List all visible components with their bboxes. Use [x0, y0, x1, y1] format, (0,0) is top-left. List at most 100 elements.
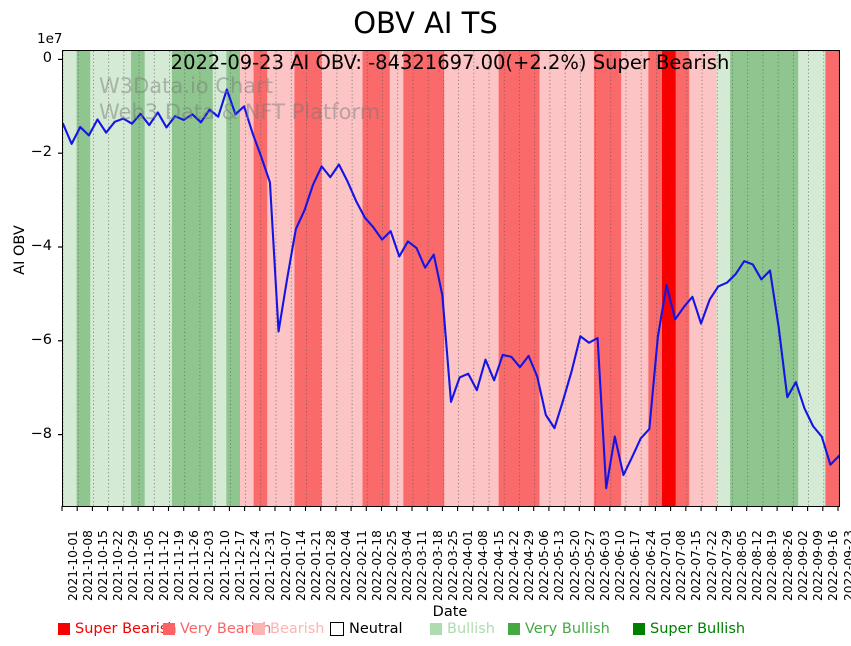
legend-swatch-icon	[430, 623, 442, 635]
sentiment-band	[63, 51, 78, 506]
x-axis-tick-label: 2022-08-05	[734, 530, 749, 601]
x-axis-tick-label: 2022-02-04	[339, 530, 354, 601]
legend-item[interactable]: Neutral	[330, 618, 403, 640]
y-axis-tick-label: −6	[30, 331, 52, 348]
x-axis-tick-label: 2022-07-15	[689, 530, 704, 601]
sentiment-band	[267, 51, 296, 506]
legend-label: Super Bullish	[650, 621, 746, 637]
sentiment-band	[539, 51, 595, 506]
legend-swatch-icon	[253, 623, 265, 635]
x-axis-tick-label: 2022-05-13	[552, 530, 567, 601]
legend-item[interactable]: Bearish	[253, 618, 325, 640]
legend-swatch-icon	[58, 623, 70, 635]
x-axis-tick-label: 2022-07-01	[658, 530, 673, 601]
x-axis-tick-label: 2022-04-08	[476, 530, 491, 601]
x-axis-tick-label: 2022-05-27	[582, 530, 597, 601]
sentiment-band	[675, 51, 690, 506]
legend-swatch-icon	[633, 623, 645, 635]
x-axis-tick-label: 2022-04-29	[521, 530, 536, 601]
page-title: OBV AI TS	[353, 6, 498, 40]
x-axis-tick-label: 2022-07-22	[704, 530, 719, 601]
legend: Super Bearish Very Bearish Bearish Neutral B…	[0, 618, 851, 642]
x-axis-tick-label: 2022-04-22	[506, 530, 521, 601]
sentiment-band	[76, 51, 91, 506]
sentiment-band	[730, 51, 799, 506]
sentiment-band	[593, 51, 622, 506]
sentiment-band	[798, 51, 826, 506]
x-axis-tick-label: 2022-06-24	[643, 530, 658, 601]
current-value-annotation: 2022-09-23 AI OBV: -84321697.00(+2.2%) S…	[170, 51, 730, 74]
x-axis-tick-label: 2022-03-04	[400, 530, 415, 601]
sentiment-band	[825, 51, 839, 506]
sentiment-band	[689, 51, 718, 506]
x-axis-tick-label: 2021-12-31	[263, 530, 278, 601]
legend-item[interactable]: Super Bearish	[58, 618, 177, 640]
x-axis-tick-label: 2021-11-26	[187, 530, 202, 601]
y-axis-tick-label: −4	[30, 238, 52, 254]
legend-swatch-icon	[163, 623, 175, 635]
legend-label: Bullish	[447, 621, 495, 637]
x-axis-tick-label: 2022-05-20	[567, 530, 582, 601]
sentiment-band	[226, 51, 241, 506]
y-axis-offset-label: 1e7	[37, 31, 63, 47]
x-axis-tick-label: 2022-02-25	[385, 530, 400, 601]
x-axis-tick-label: 2022-06-10	[613, 530, 628, 601]
sentiment-band	[131, 51, 146, 506]
x-axis-tick-label: 2021-10-29	[126, 530, 141, 601]
x-axis-tick-label: 2022-09-09	[811, 530, 826, 601]
grid-lines	[63, 51, 839, 506]
sentiment-band	[321, 51, 364, 506]
sentiment-band	[171, 51, 214, 506]
legend-item[interactable]: Super Bullish	[633, 618, 745, 640]
x-axis-tick-label: 2022-08-19	[765, 530, 780, 601]
x-axis-tick-label: 2022-01-14	[293, 530, 308, 601]
sentiment-band	[212, 51, 227, 506]
x-axis-tick-label: 2022-02-11	[354, 530, 369, 601]
x-axis-tick-label: 2021-12-10	[217, 530, 232, 601]
x-axis-tick-label: 2021-10-01	[65, 530, 80, 601]
x-axis-tick-label: 2022-01-21	[308, 530, 323, 601]
sentiment-band	[716, 51, 731, 506]
obv-line-series	[63, 88, 839, 490]
x-axis-tick-label: 2022-07-08	[674, 530, 689, 601]
legend-item[interactable]: Very Bearish	[163, 618, 271, 640]
legend-swatch-icon	[330, 622, 344, 636]
x-axis-tick-label: 2021-12-24	[248, 530, 263, 601]
x-axis-tick-label: 2022-03-25	[445, 530, 460, 601]
x-axis-tick-label: 2021-10-22	[111, 530, 126, 601]
sentiment-band	[662, 51, 677, 506]
y-axis-tick-label: 0	[42, 50, 52, 67]
x-axis-tick-label: 2022-03-18	[430, 530, 445, 601]
legend-item[interactable]: Very Bullish	[508, 618, 610, 640]
y-axis-tick-label: −2	[30, 144, 52, 161]
x-axis-tick-label: 2022-06-03	[598, 530, 613, 601]
legend-label: Super Bearish	[75, 621, 177, 637]
legend-label: Bearish	[270, 621, 325, 637]
x-axis-tick-label: 2022-01-07	[278, 530, 293, 601]
sentiment-band	[294, 51, 323, 506]
sentiment-band	[389, 51, 404, 506]
legend-item[interactable]: Bullish	[430, 618, 495, 640]
x-axis-tick-label: 2022-06-17	[628, 530, 643, 601]
legend-label: Very Bullish	[525, 621, 610, 637]
x-axis-tick-label: 2022-08-12	[750, 530, 765, 601]
x-axis-tick-label: 2022-07-29	[719, 530, 734, 601]
x-axis-tick-label: 2021-11-19	[172, 530, 186, 601]
sentiment-band	[444, 51, 500, 506]
x-axis-tick-label: 2021-12-03	[202, 530, 217, 601]
obv-line-path	[63, 88, 839, 490]
x-axis-tick-label: 2022-03-11	[415, 530, 430, 601]
x-axis-tick-label: 2022-09-02	[795, 530, 810, 601]
x-axis-tick-label: 2021-11-05	[141, 530, 156, 601]
x-axis-tick-label: 2022-04-15	[491, 530, 506, 601]
legend-label: Very Bearish	[180, 621, 272, 637]
y-axis-tick-label: −8	[30, 425, 52, 442]
x-axis-tick-label: 2022-05-06	[537, 530, 552, 601]
legend-label: Neutral	[349, 621, 403, 637]
x-axis-tick-label: 2022-09-23	[841, 530, 851, 601]
x-axis-tick-label: 2021-12-17	[232, 530, 247, 601]
legend-swatch-icon	[508, 623, 520, 635]
x-axis-tick-label: 2022-09-16	[826, 530, 841, 601]
x-axis-tick-label: 2022-01-28	[324, 530, 339, 601]
